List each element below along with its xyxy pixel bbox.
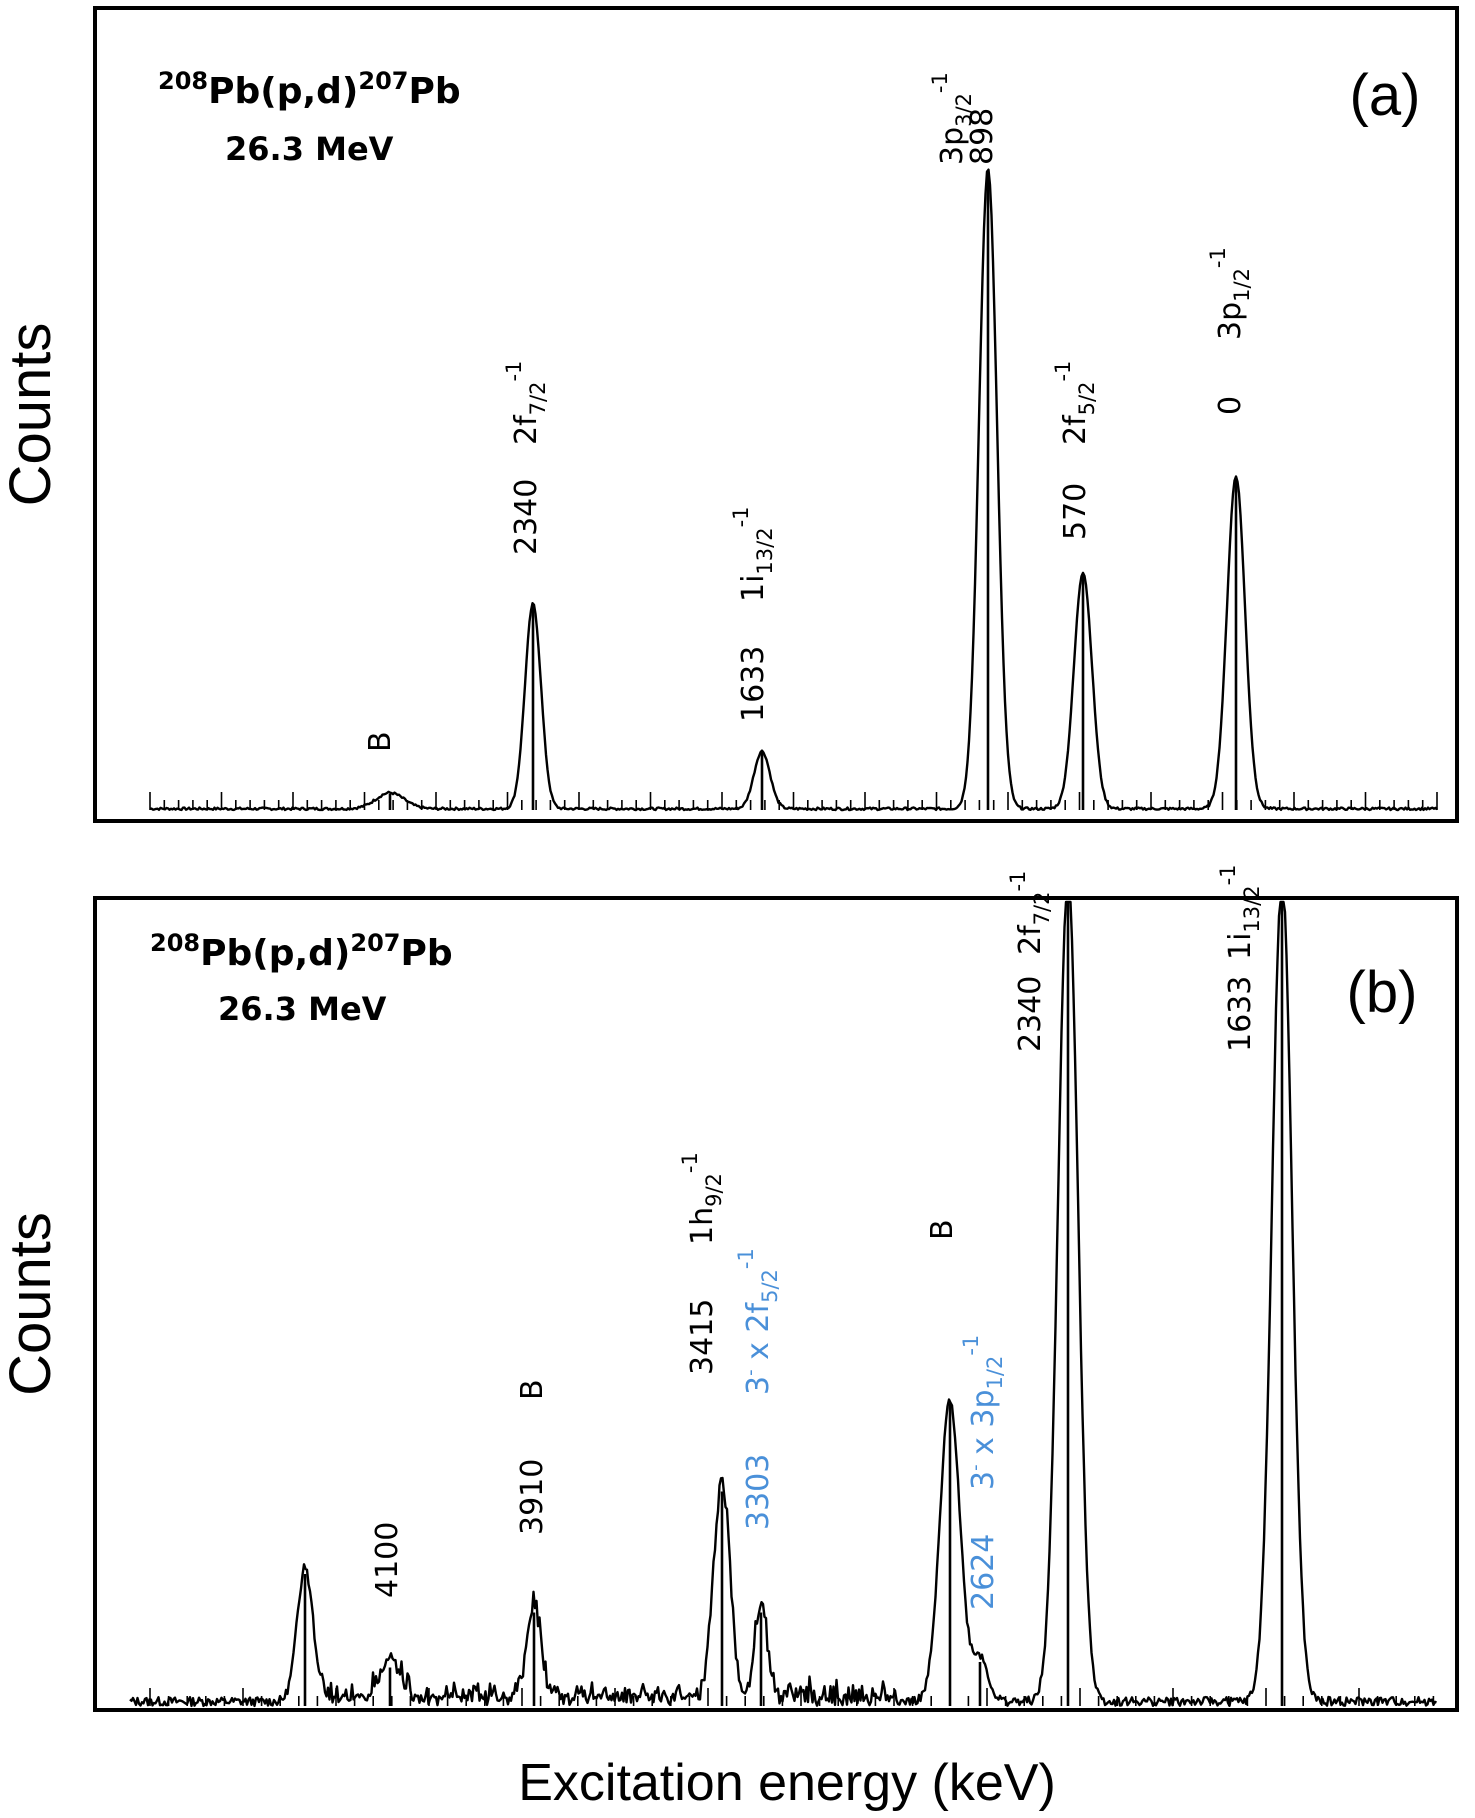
peak-label: 4100: [370, 1522, 405, 1598]
y-axis-label: Counts: [0, 323, 63, 507]
peak-label: 2624: [966, 1534, 1001, 1610]
peak-label: B: [363, 731, 398, 752]
peak-label: 3415: [685, 1299, 720, 1375]
product-mass: 207: [358, 67, 408, 95]
panel-b: Counts (b) 208Pb(p,d)207Pb 26.3 MeV 4100 3910…: [0, 864, 1459, 1712]
peak-label: 2340: [1013, 976, 1048, 1052]
peak-label: 1i13/2-1: [729, 506, 777, 602]
target-reaction: Pb(p,d): [200, 933, 350, 974]
peak-label: 1633: [1223, 976, 1258, 1052]
peak-label: B: [925, 1219, 960, 1240]
peak-label: 2f7/2-1: [1006, 871, 1054, 955]
panel-label: (b): [1347, 960, 1418, 1025]
plot-frame: [93, 6, 1459, 823]
spectrum-line: [149, 168, 1438, 812]
panel-label: (a): [1350, 63, 1421, 128]
product-mass: 207: [350, 929, 400, 957]
peak-label: 3910: [515, 1459, 550, 1535]
x-ticks: [149, 792, 1438, 810]
reaction-title: 208Pb(p,d)207Pb: [158, 67, 461, 112]
peak-label: 2f5/2-1: [1051, 361, 1099, 445]
peak-label: 3p1/2-1: [1206, 247, 1254, 340]
peak-label: 3- x 2f5/2-1: [734, 1248, 782, 1395]
peak-label: 3- x 3p1/2-1: [959, 1335, 1007, 1490]
y-axis-label: Counts: [0, 1212, 63, 1396]
beam-energy: 26.3 MeV: [218, 990, 387, 1028]
peak-label: 3303: [741, 1454, 776, 1530]
target-reaction: Pb(p,d): [208, 71, 358, 112]
peak-label: 0: [1213, 396, 1248, 415]
peak-label: 2f7/2-1: [502, 361, 550, 445]
panel-a: Counts (a) 208Pb(p,d)207Pb 26.3 MeV B 2340 2f7…: [0, 6, 1459, 823]
peak-label: 2340: [509, 479, 544, 555]
product-name: Pb: [409, 71, 461, 112]
product-name: Pb: [401, 933, 453, 974]
peak-label: 570: [1058, 483, 1093, 540]
x-axis-label: Excitation energy (keV): [518, 1754, 1056, 1812]
peak-label: 3p3/2-1: [928, 72, 976, 165]
peak-label: 1i13/2-1: [1216, 864, 1264, 960]
target-mass: 208: [150, 929, 200, 957]
spectrum-line: [129, 900, 1437, 1708]
beam-energy: 26.3 MeV: [225, 130, 394, 168]
reaction-title: 208Pb(p,d)207Pb: [150, 929, 453, 974]
plot-frame: [93, 896, 1459, 1712]
peak-label: 1633: [736, 646, 771, 722]
peak-label: 898: [965, 108, 1000, 165]
target-mass: 208: [158, 67, 208, 95]
peak-label: B: [515, 1379, 550, 1400]
peak-label: 1h9/2-1: [678, 1152, 726, 1245]
